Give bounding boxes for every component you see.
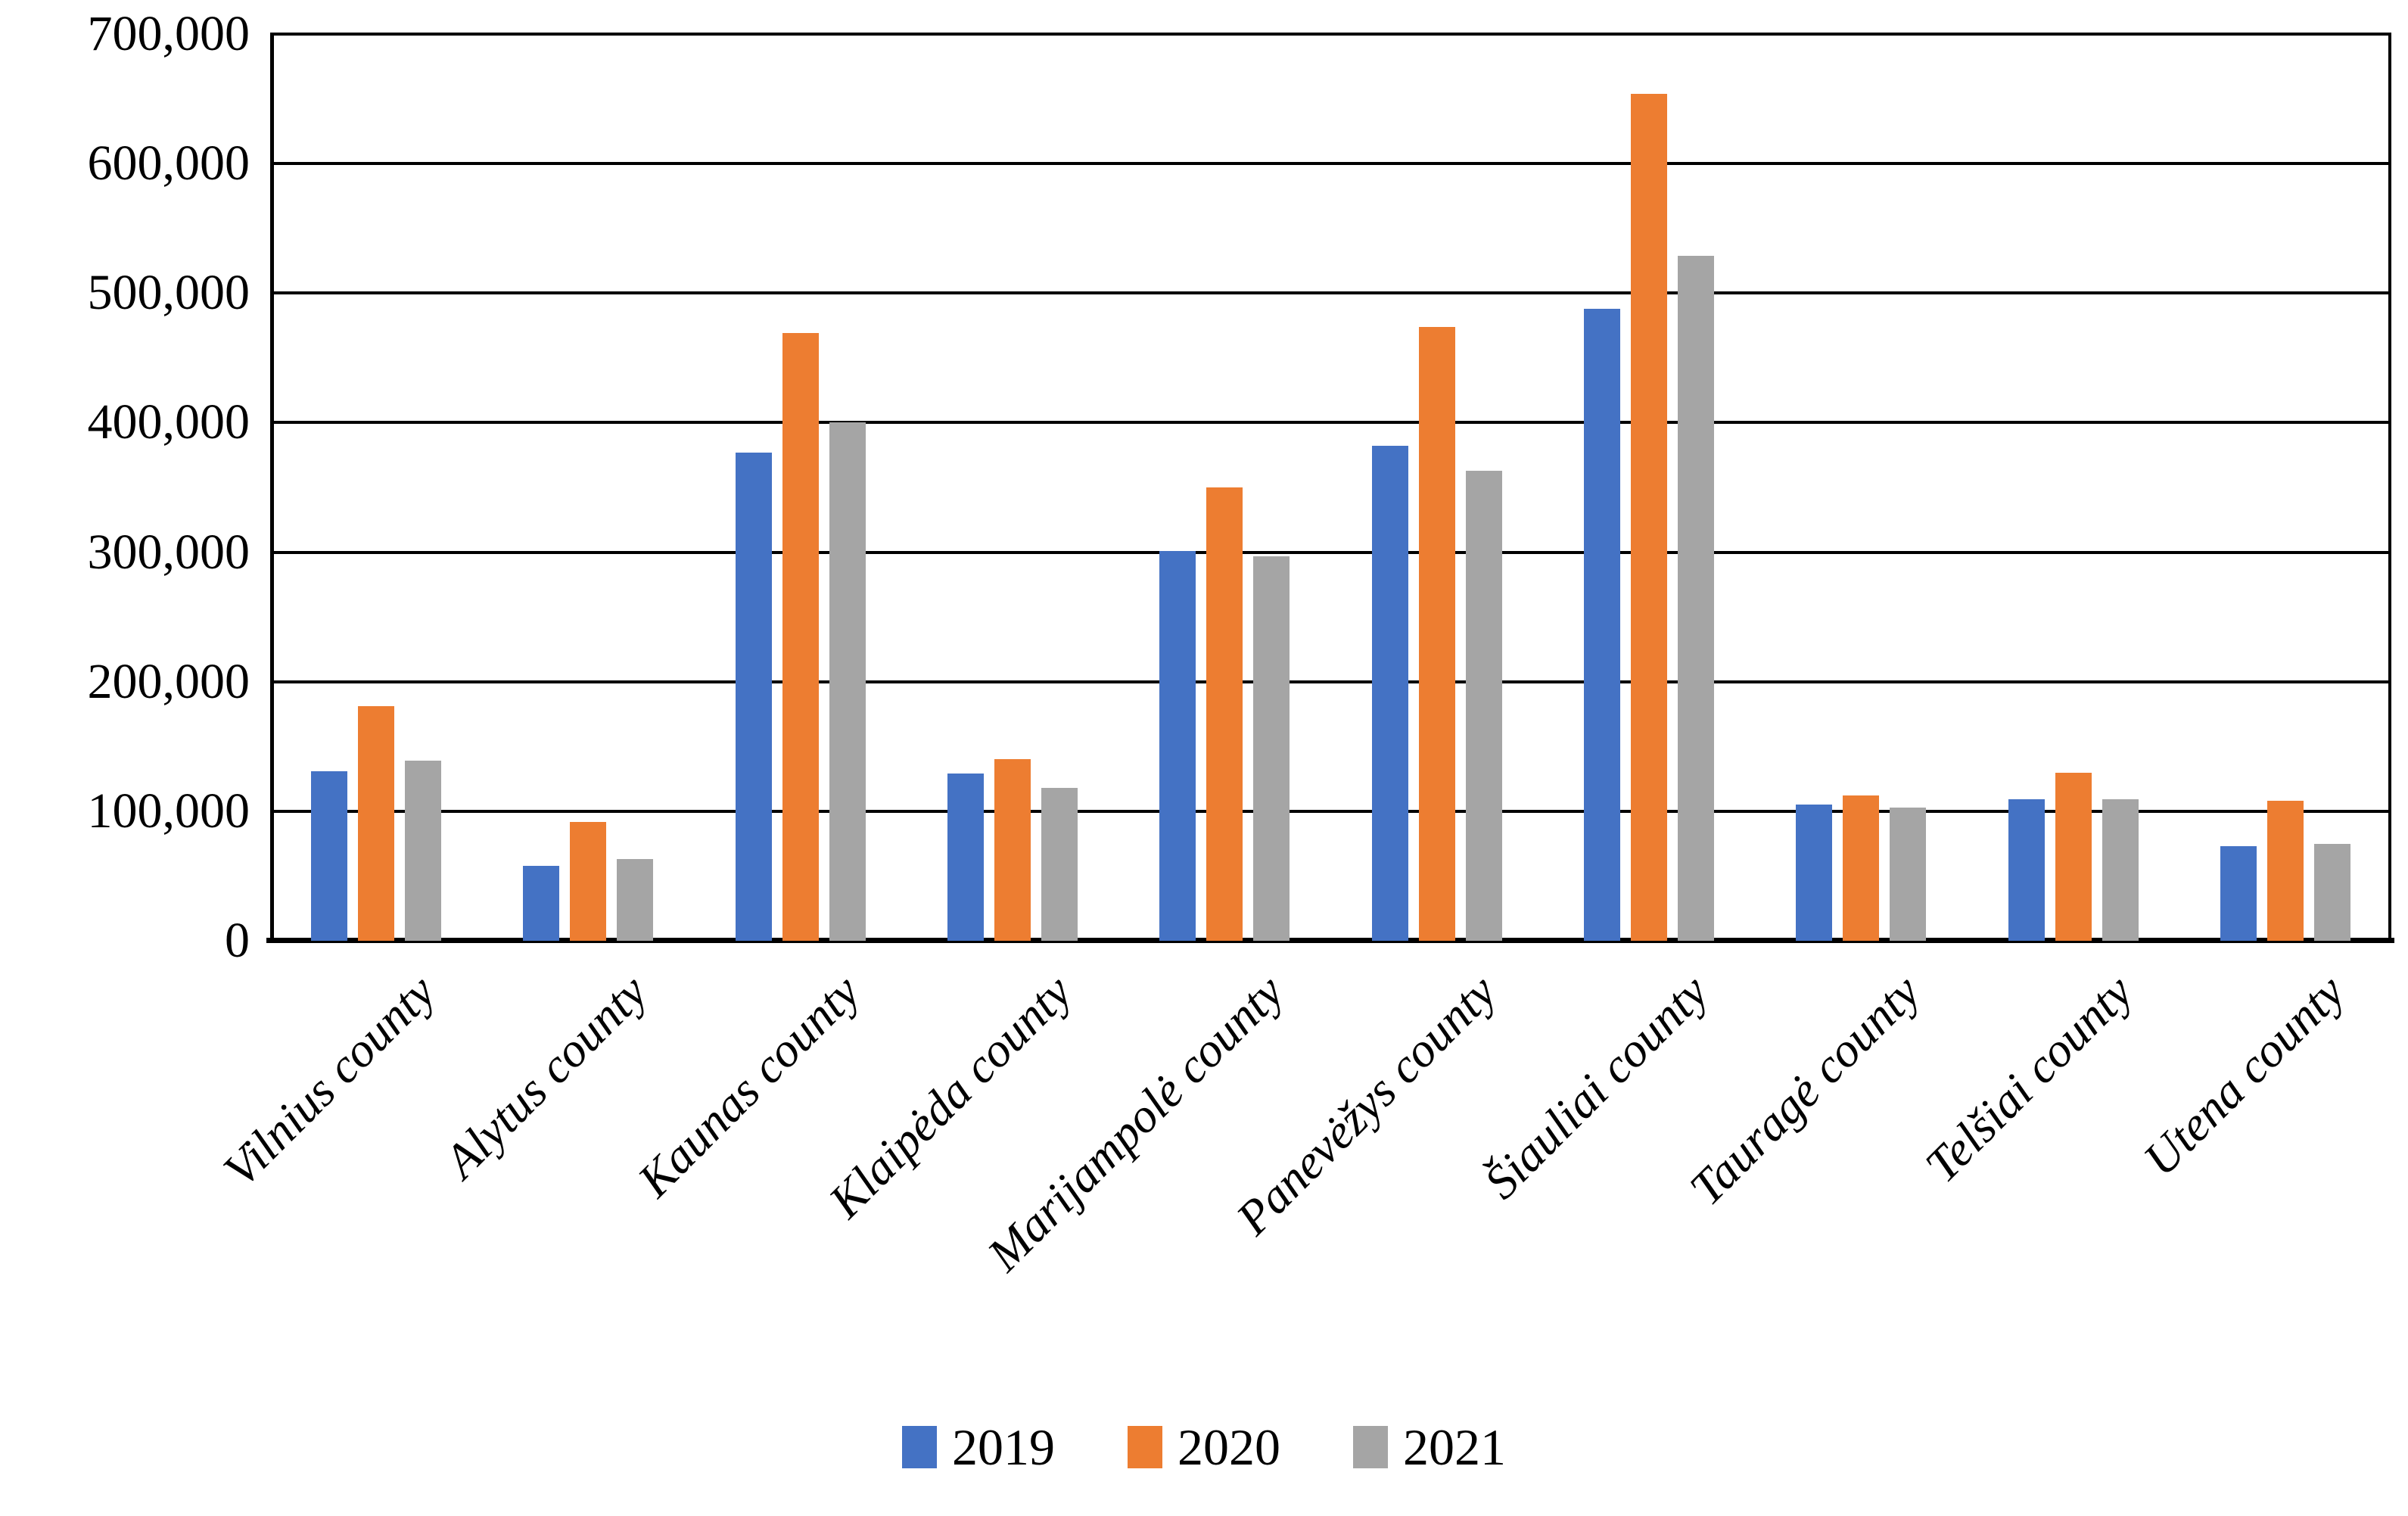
y-axis-line bbox=[270, 34, 274, 941]
bar-tauragė-county-2020 bbox=[1843, 795, 1880, 941]
bar-panevėžys-county-2019 bbox=[1371, 446, 1408, 941]
bar-utena-county-2019 bbox=[2220, 846, 2257, 941]
x-axis-line bbox=[266, 938, 2394, 943]
bar-marijampolė-county-2020 bbox=[1206, 487, 1243, 941]
bar-alytus-county-2019 bbox=[523, 865, 560, 941]
y-tick-label-100,000: 100,000 bbox=[87, 783, 250, 839]
legend-label-2020: 2020 bbox=[1178, 1418, 1280, 1476]
chart-legend: 2019 2020 2021 bbox=[0, 1421, 2408, 1473]
bar-alytus-county-2021 bbox=[617, 859, 654, 941]
y-tick-label-200,000: 200,000 bbox=[87, 653, 250, 709]
legend-label-2019: 2019 bbox=[952, 1418, 1055, 1476]
y-tick-label-400,000: 400,000 bbox=[87, 394, 250, 450]
bar-vilnius-county-2020 bbox=[358, 706, 395, 941]
bar-alytus-county-2020 bbox=[570, 821, 607, 941]
y-tick-label-0: 0 bbox=[225, 913, 250, 968]
bar-klaipėda-county-2021 bbox=[1041, 788, 1078, 941]
bar-kaunas-county-2021 bbox=[829, 422, 866, 941]
bar-kaunas-county-2019 bbox=[735, 452, 772, 941]
legend-swatch-2020 bbox=[1128, 1426, 1162, 1468]
y-tick-label-500,000: 500,000 bbox=[87, 265, 250, 321]
plot-right-border bbox=[2388, 34, 2391, 941]
gridline-200,000 bbox=[270, 680, 2391, 683]
legend-item-2019: 2019 bbox=[902, 1421, 1055, 1473]
bar-klaipėda-county-2020 bbox=[994, 759, 1031, 941]
gridline-600,000 bbox=[270, 162, 2391, 166]
bar-panevėžys-county-2020 bbox=[1418, 326, 1455, 941]
gridline-700,000 bbox=[270, 33, 2391, 36]
bar-šiauliai-county-2019 bbox=[1583, 308, 1620, 941]
bar-telšiai-county-2020 bbox=[2055, 772, 2092, 941]
gridline-100,000 bbox=[270, 809, 2391, 813]
bar-marijampolė-county-2019 bbox=[1159, 550, 1196, 941]
bar-marijampolė-county-2021 bbox=[1253, 556, 1290, 941]
bar-kaunas-county-2020 bbox=[782, 333, 819, 941]
legend-swatch-2019 bbox=[902, 1426, 937, 1468]
gridline-500,000 bbox=[270, 291, 2391, 295]
bar-tauragė-county-2019 bbox=[1796, 805, 1833, 941]
bar-tauragė-county-2021 bbox=[1890, 807, 1927, 941]
bar-vilnius-county-2021 bbox=[405, 761, 442, 941]
legend-swatch-2021 bbox=[1353, 1426, 1388, 1468]
legend-item-2020: 2020 bbox=[1128, 1421, 1280, 1473]
legend-item-2021: 2021 bbox=[1353, 1421, 1506, 1473]
bar-utena-county-2020 bbox=[2266, 801, 2304, 941]
bar-telšiai-county-2021 bbox=[2102, 799, 2139, 941]
bar-šiauliai-county-2020 bbox=[1630, 93, 1667, 941]
gridline-300,000 bbox=[270, 550, 2391, 554]
plot-area bbox=[266, 33, 2394, 943]
bar-klaipėda-county-2019 bbox=[947, 774, 985, 941]
bar-šiauliai-county-2021 bbox=[1677, 255, 1714, 941]
legend-label-2021: 2021 bbox=[1403, 1418, 1506, 1476]
bar-panevėžys-county-2021 bbox=[1465, 470, 1502, 941]
bar-telšiai-county-2019 bbox=[2008, 799, 2045, 941]
gridline-400,000 bbox=[270, 421, 2391, 425]
bar-utena-county-2021 bbox=[2313, 843, 2350, 941]
y-tick-label-300,000: 300,000 bbox=[87, 524, 250, 580]
y-tick-label-600,000: 600,000 bbox=[87, 135, 250, 191]
bar-vilnius-county-2019 bbox=[311, 770, 348, 941]
y-tick-label-700,000: 700,000 bbox=[87, 6, 250, 61]
